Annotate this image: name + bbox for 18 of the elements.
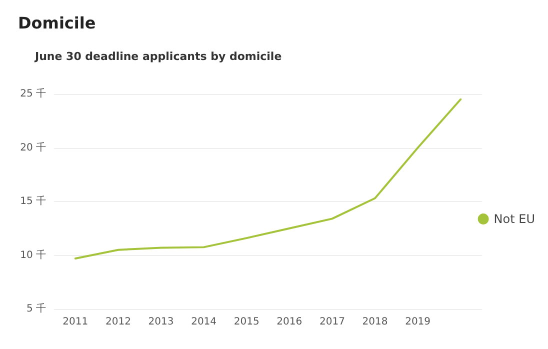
x-tick-label: 2013: [148, 316, 174, 328]
x-tick-label: 2018: [362, 316, 388, 328]
x-tick-label: 2014: [191, 316, 217, 328]
legend-label: Not EU: [494, 212, 535, 226]
chart-subtitle: June 30 deadline applicants by domicile: [34, 50, 282, 63]
line-series: [74, 98, 462, 260]
y-tick-label: 5 千: [26, 302, 46, 314]
y-tick-label: 25 千: [20, 88, 46, 100]
x-tick-label: 2019: [405, 316, 431, 328]
x-tick-label: 2016: [276, 316, 302, 328]
y-tick-label: 15 千: [20, 195, 46, 207]
y-tick-label: 20 千: [20, 141, 46, 154]
chart-title: Domicile: [18, 14, 96, 32]
y-tick-label: 10 千: [20, 248, 46, 261]
x-tick-label: 2017: [319, 316, 345, 328]
x-tick-label: 2015: [234, 316, 260, 328]
x-tick-label: 2012: [105, 316, 131, 328]
x-tick-label: 2011: [62, 316, 88, 328]
